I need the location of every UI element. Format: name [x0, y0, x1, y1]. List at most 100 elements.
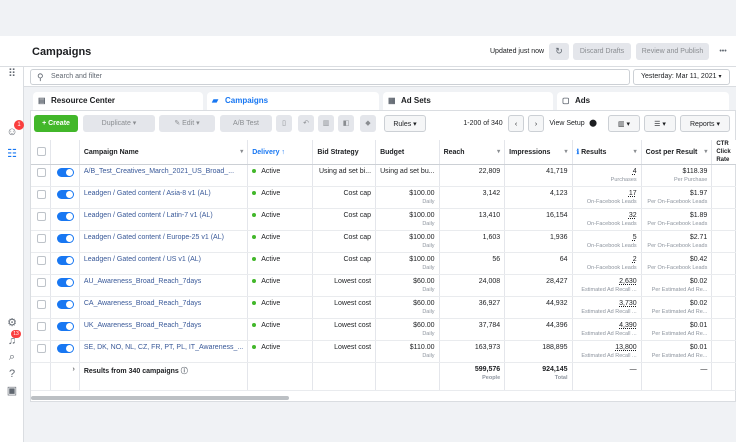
undo-icon[interactable]: ↶: [298, 115, 314, 132]
column-campaign-name[interactable]: Campaign Name ▾: [79, 140, 249, 165]
clipboard-icon[interactable]: ▯: [276, 115, 292, 132]
bell-icon[interactable]: ♫: [7, 335, 17, 347]
row-select[interactable]: [31, 318, 51, 341]
table-row[interactable]: AU_Awareness_Broad_Reach_7days Active Lowe…: [31, 274, 736, 297]
checkbox[interactable]: [37, 278, 46, 287]
cost-value: $0.02: [689, 278, 708, 285]
tab-resource-center[interactable]: ▤ Resource Center: [33, 92, 203, 110]
rules-dropdown[interactable]: Rules ▾: [384, 115, 426, 132]
refresh-icon[interactable]: ↻: [549, 43, 569, 60]
row-select[interactable]: [31, 274, 51, 297]
row-select[interactable]: [31, 186, 51, 209]
checkbox[interactable]: [37, 168, 46, 177]
campaign-name-link[interactable]: Leadgen / Gated content / Europe-25 v1 (…: [83, 234, 224, 241]
more-icon[interactable]: •••: [713, 43, 733, 60]
next-page-button[interactable]: ›: [528, 115, 544, 132]
campaign-toggle[interactable]: [57, 300, 74, 309]
campaign-toggle[interactable]: [57, 234, 74, 243]
tab-campaigns[interactable]: ▰ Campaigns: [207, 92, 379, 112]
review-publish-button[interactable]: Review and Publish: [636, 43, 709, 60]
checkbox[interactable]: [37, 190, 46, 199]
row-select[interactable]: [31, 340, 51, 363]
row-select[interactable]: [31, 208, 51, 231]
campaign-name-link[interactable]: UK_Awareness_Broad_Reach_7days: [83, 322, 202, 329]
campaign-toggle[interactable]: [57, 322, 74, 331]
campaign-toggle[interactable]: [57, 344, 74, 353]
view-setup-toggle[interactable]: ⬤: [589, 120, 597, 127]
search-icon[interactable]: ⌕: [8, 351, 16, 363]
cost-per-result-cell: $0.42 Per On-Facebook Leads: [641, 252, 713, 275]
checkbox[interactable]: [37, 322, 46, 331]
preview-icon[interactable]: ◧: [338, 115, 354, 132]
apps-grid-icon[interactable]: ⠿: [7, 68, 17, 80]
table-row[interactable]: Leadgen / Gated content / US v1 (AL) Acti…: [31, 252, 736, 275]
campaign-toggle[interactable]: [57, 212, 74, 221]
budget-cell: $110.00 Daily: [375, 340, 440, 363]
tag-icon[interactable]: ◆: [360, 115, 376, 132]
ab-test-button[interactable]: A/B Test: [220, 115, 272, 132]
date-picker[interactable]: Yesterday: Mar 11, 2021 ▾: [633, 69, 730, 85]
table-row[interactable]: A/B_Test_Creatives_March_2021_US_Broad_.…: [31, 164, 736, 187]
ctr-cell: [711, 252, 736, 275]
table-row[interactable]: UK_Awareness_Broad_Reach_7days Active Lowe…: [31, 318, 736, 341]
tab-ad-sets[interactable]: ▦ Ad Sets: [383, 92, 553, 110]
column-impressions[interactable]: Impressions ▾: [504, 140, 573, 165]
table-row[interactable]: Leadgen / Gated content / Europe-25 v1 (…: [31, 230, 736, 253]
checkbox[interactable]: [37, 344, 46, 353]
checkbox[interactable]: [37, 234, 46, 243]
tab-ads[interactable]: ▢ Ads: [557, 92, 729, 110]
row-select[interactable]: [31, 230, 51, 253]
campaign-name-link[interactable]: AU_Awareness_Broad_Reach_7days: [83, 278, 202, 285]
breakdown-icon[interactable]: ☰ ▾: [644, 115, 676, 132]
active-status-dot: [252, 323, 257, 328]
table-row[interactable]: Leadgen / Gated content / Asia-8 v1 (AL)…: [31, 186, 736, 209]
columns-icon[interactable]: ▥ ▾: [608, 115, 640, 132]
row-select[interactable]: [31, 296, 51, 319]
checkbox[interactable]: [37, 212, 46, 221]
select-all-checkbox[interactable]: [31, 140, 51, 165]
settings-icon[interactable]: ⚙: [7, 317, 17, 329]
campaigns-table-icon[interactable]: ☷: [7, 148, 17, 160]
column-cost-per-result[interactable]: Cost per Result ▾: [641, 140, 713, 165]
checkbox[interactable]: [37, 146, 46, 156]
delete-icon[interactable]: ▥: [318, 115, 334, 132]
results-type: Estimated Ad Recall ...: [581, 287, 637, 293]
row-select[interactable]: [31, 252, 51, 275]
chevron-right-icon[interactable]: ›: [50, 362, 80, 391]
campaign-toggle[interactable]: [57, 168, 74, 177]
prev-page-button[interactable]: ‹: [508, 115, 524, 132]
edit-button[interactable]: ✎ Edit ▾: [159, 115, 215, 132]
horizontal-scrollbar[interactable]: [31, 396, 289, 400]
table-row[interactable]: SE, DK, NO, NL, CZ, FR, PT, PL, IT_Aware…: [31, 340, 736, 363]
campaign-toggle[interactable]: [57, 256, 74, 265]
campaign-name-link[interactable]: SE, DK, NO, NL, CZ, FR, PT, PL, IT_Aware…: [83, 344, 244, 351]
column-reach[interactable]: Reach ▾: [439, 140, 506, 165]
checkbox[interactable]: [37, 256, 46, 265]
campaign-name-link[interactable]: A/B_Test_Creatives_March_2021_US_Broad_.…: [83, 168, 235, 175]
discard-drafts-button[interactable]: Discard Drafts: [573, 43, 631, 60]
column-results[interactable]: ℹ Results ▾: [572, 140, 642, 165]
report-icon[interactable]: ▣: [6, 385, 18, 397]
row-select[interactable]: [31, 164, 51, 187]
help-icon[interactable]: ?: [8, 368, 16, 380]
row-toggle-cell: [50, 230, 80, 253]
chevron-down-icon: ▾: [718, 74, 722, 80]
campaign-name-link[interactable]: CA_Awareness_Broad_Reach_7days: [83, 300, 202, 307]
column-ctr[interactable]: CTR Click Rate: [711, 140, 736, 165]
checkbox[interactable]: [37, 300, 46, 309]
campaign-toggle[interactable]: [57, 278, 74, 287]
campaign-toggle[interactable]: [57, 190, 74, 199]
table-row[interactable]: Leadgen / Gated content / Latin-7 v1 (AL…: [31, 208, 736, 231]
create-button[interactable]: + Create: [34, 115, 78, 132]
column-bid-strategy[interactable]: Bid Strategy: [312, 140, 377, 165]
reports-dropdown[interactable]: Reports ▾: [680, 115, 730, 132]
duplicate-button[interactable]: Duplicate ▾: [83, 115, 155, 132]
column-delivery[interactable]: Delivery ↑: [247, 140, 314, 165]
table-row[interactable]: CA_Awareness_Broad_Reach_7days Active Lowe…: [31, 296, 736, 319]
campaign-name-link[interactable]: Leadgen / Gated content / Asia-8 v1 (AL): [83, 190, 211, 197]
campaign-name-link[interactable]: Leadgen / Gated content / Latin-7 v1 (AL…: [83, 212, 213, 219]
search-input[interactable]: ⚲ Search and filter: [30, 69, 630, 85]
campaign-name-link[interactable]: Leadgen / Gated content / US v1 (AL): [83, 256, 201, 263]
account-icon[interactable]: ☺: [6, 126, 18, 138]
column-budget[interactable]: Budget: [375, 140, 440, 165]
